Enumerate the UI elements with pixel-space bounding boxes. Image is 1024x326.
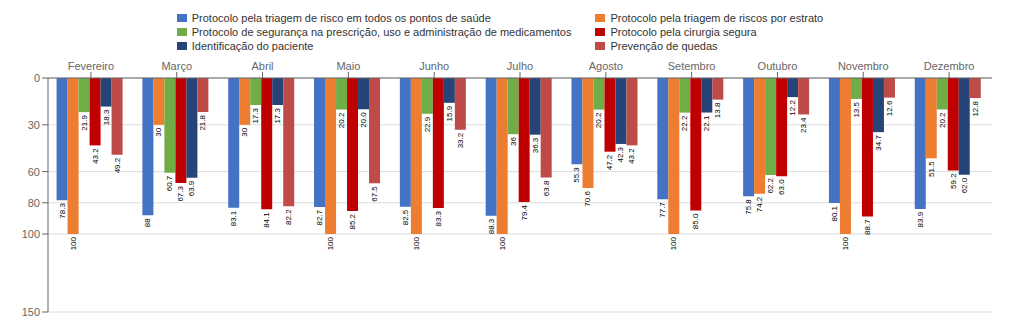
html-text:Prevenção de quedas: Prevenção de quedas [610,40,718,52]
html-text:Identificação do paciente: Identificação do paciente [191,40,314,52]
svg-text:Junho: Junho [419,60,449,72]
svg-text:43.2: 43.2 [91,148,100,164]
svg-text:Novembro: Novembro [838,60,889,72]
svg-text:83.3: 83.3 [434,210,443,226]
html-text:Protocolo de segurança na pres: Protocolo de segurança na prescrição, us… [191,26,572,38]
svg-text:82.5: 82.5 [401,209,410,225]
svg-text:33.2: 33.2 [456,132,465,148]
svg-text:100: 100 [326,236,335,250]
svg-text:79.4: 79.4 [520,204,529,220]
svg-text:21.8: 21.8 [198,114,207,130]
svg-text:Setembro: Setembro [668,60,716,72]
svg-text:12.8: 12.8 [971,100,980,116]
svg-text:Agosto: Agosto [589,60,623,72]
svg-text:67.3: 67.3 [176,185,185,201]
svg-text:62.2: 62.2 [766,177,775,193]
svg-text:15.9: 15.9 [445,105,454,121]
svg-text:84.1: 84.1 [262,212,271,228]
svg-text:30: 30 [154,127,163,136]
svg-text:13.5: 13.5 [852,101,861,117]
svg-text:Dezembro: Dezembro [924,60,975,72]
svg-text:18.3: 18.3 [102,109,111,125]
svg-text:23.4: 23.4 [799,117,808,133]
svg-text:85.2: 85.2 [348,213,357,229]
svg-text:0: 0 [34,72,40,84]
svg-text:20.2: 20.2 [594,112,603,128]
svg-text:100: 100 [412,236,421,250]
svg-text:60.7: 60.7 [165,175,174,191]
svg-text:100: 100 [498,236,507,250]
svg-text:30: 30 [240,127,249,136]
svg-text:30: 30 [28,119,40,131]
svg-text:20.2: 20.2 [337,112,346,128]
svg-text:60: 60 [28,166,40,178]
svg-text:85.0: 85.0 [691,213,700,229]
svg-text:88: 88 [143,218,152,227]
svg-text:Abril: Abril [252,60,274,72]
svg-text:100: 100 [69,236,78,250]
svg-text:150: 150 [22,306,40,316]
svg-text:20.2: 20.2 [938,112,947,128]
svg-text:100: 100 [841,236,850,250]
svg-text:Julho: Julho [507,60,533,72]
svg-text:47.2: 47.2 [605,154,614,170]
svg-text:82.7: 82.7 [315,209,324,225]
svg-text:100: 100 [669,236,678,250]
svg-text:80.1: 80.1 [830,205,839,221]
svg-text:22.2: 22.2 [680,115,689,131]
svg-text:82.2: 82.2 [284,209,293,225]
svg-text:17.3: 17.3 [251,107,260,123]
svg-text:17.3: 17.3 [273,107,282,123]
svg-text:62.0: 62.0 [960,177,969,193]
html-text:Protocolo pela cirurgia segura: Protocolo pela cirurgia segura [610,26,757,38]
svg-text:Março: Março [161,60,192,72]
svg-text:Fevereiro: Fevereiro [68,60,114,72]
svg-text:63.0: 63.0 [777,179,786,195]
svg-text:20.0: 20.0 [359,112,368,128]
svg-text:63.8: 63.8 [542,180,551,196]
svg-text:88.7: 88.7 [863,219,872,235]
svg-text:70.6: 70.6 [583,191,592,207]
svg-text:13.8: 13.8 [713,102,722,118]
svg-text:51.5: 51.5 [927,161,936,177]
html-text:Protocolo pela triagem de risc: Protocolo pela triagem de riscos por est… [610,12,824,24]
svg-text:36: 36 [509,137,518,146]
svg-text:78.3: 78.3 [58,203,67,219]
svg-text:12.2: 12.2 [788,100,797,116]
svg-text:88.3: 88.3 [487,218,496,234]
svg-text:Maio: Maio [336,60,360,72]
svg-text:59.2: 59.2 [949,173,958,189]
svg-text:100: 100 [22,228,40,240]
svg-text:12.6: 12.6 [885,100,894,116]
svg-text:75.8: 75.8 [744,199,753,215]
svg-text:22.1: 22.1 [702,115,711,131]
svg-text:36.3: 36.3 [531,137,540,153]
svg-text:Outubro: Outubro [758,60,798,72]
svg-text:43.2: 43.2 [627,148,636,164]
svg-text:83.9: 83.9 [916,211,925,227]
svg-text:49.2: 49.2 [113,157,122,173]
svg-text:34.7: 34.7 [874,135,883,151]
svg-text:22.9: 22.9 [423,116,432,132]
svg-text:63.9: 63.9 [187,180,196,196]
svg-text:83.1: 83.1 [229,210,238,226]
svg-text:74.2: 74.2 [755,196,764,212]
html-text:Protocolo pela triagem de risc: Protocolo pela triagem de risco em todos… [191,12,491,24]
svg-text:55.3: 55.3 [572,167,581,183]
svg-text:21.9: 21.9 [80,115,89,131]
svg-text:77.7: 77.7 [658,202,667,218]
svg-text:67.5: 67.5 [370,186,379,202]
svg-text:80: 80 [28,197,40,209]
svg-text:42.3: 42.3 [616,146,625,162]
